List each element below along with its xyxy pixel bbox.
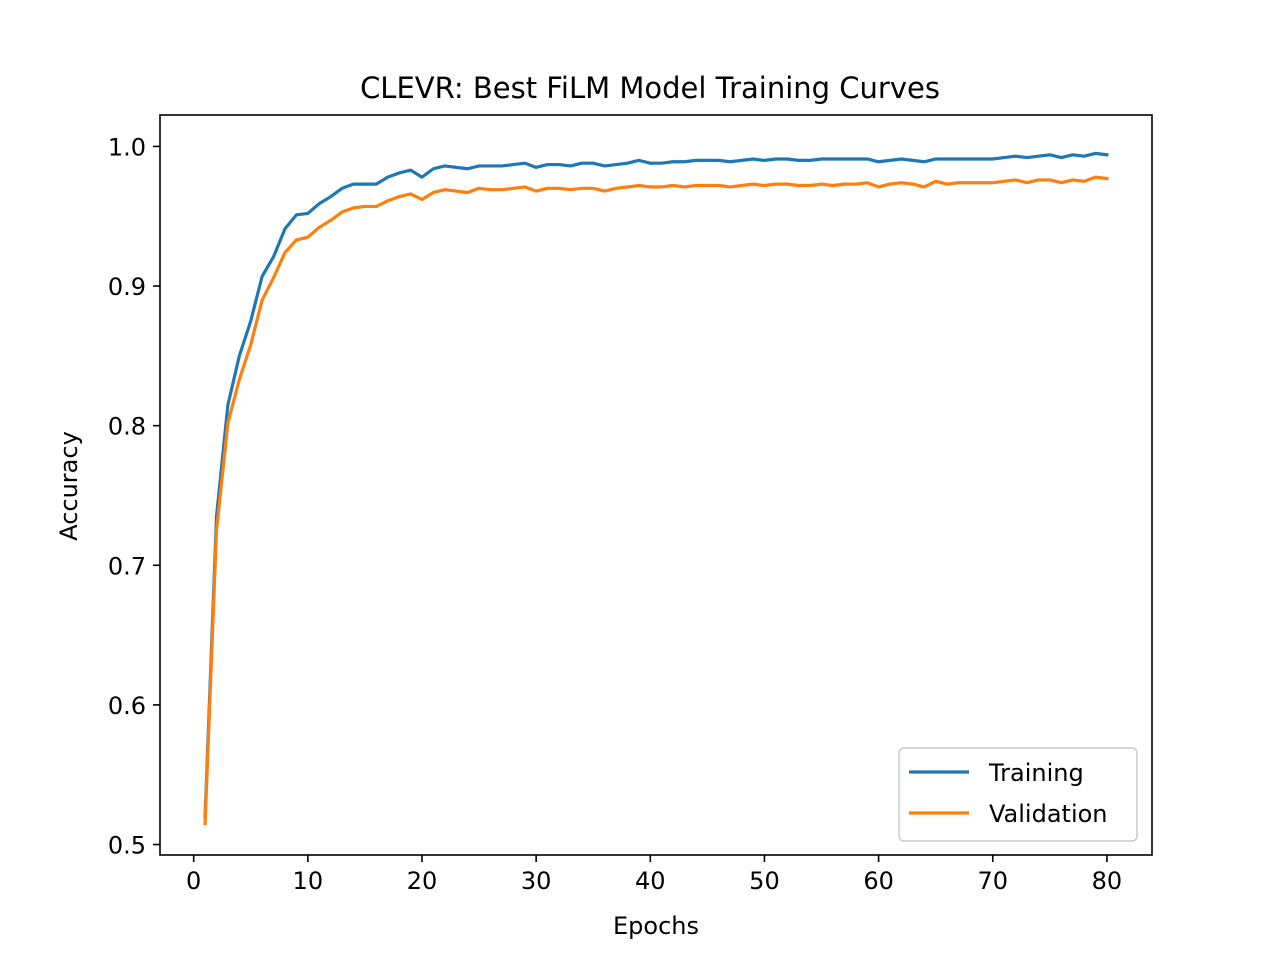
plot-frame [159, 114, 1153, 856]
y-tick-label: 1.0 [108, 133, 146, 161]
x-axis-label: Epochs [613, 912, 699, 940]
series-layer [203, 151, 1109, 826]
plot-area: 0 10 20 30 40 50 60 70 80 0.5 0.6 0.7 0.8 0.9 1.0 [108, 114, 1153, 895]
x-tick-label: 20 [407, 867, 438, 895]
plot-background [160, 115, 1152, 855]
x-tick-label: 50 [749, 867, 780, 895]
x-tick-label: 60 [863, 867, 894, 895]
y-tick-label: 0.5 [108, 832, 146, 860]
y-axis: 0.5 0.6 0.7 0.8 0.9 1.0 [108, 133, 160, 860]
x-tick-label: 30 [521, 867, 552, 895]
x-tick-label: 40 [635, 867, 666, 895]
series-line-validation [203, 175, 1109, 826]
x-tick-label: 10 [293, 867, 324, 895]
x-tick-label: 0 [186, 867, 201, 895]
x-tick-label: 70 [977, 867, 1008, 895]
y-axis-label: Accuracy [55, 431, 83, 541]
legend-label-training: Training [988, 759, 1084, 787]
y-tick-label: 0.9 [108, 273, 146, 301]
x-axis: 0 10 20 30 40 50 60 70 80 [186, 855, 1122, 895]
y-tick-label: 0.6 [108, 692, 146, 720]
x-tick-label: 80 [1092, 867, 1123, 895]
chart-title: CLEVR: Best FiLM Model Training Curves [360, 71, 940, 105]
y-tick-label: 0.7 [108, 552, 146, 580]
legend-label-validation: Validation [989, 800, 1108, 828]
y-tick-label: 0.8 [108, 413, 146, 441]
legend: Training Validation [898, 747, 1138, 842]
series-line-training [203, 151, 1109, 819]
